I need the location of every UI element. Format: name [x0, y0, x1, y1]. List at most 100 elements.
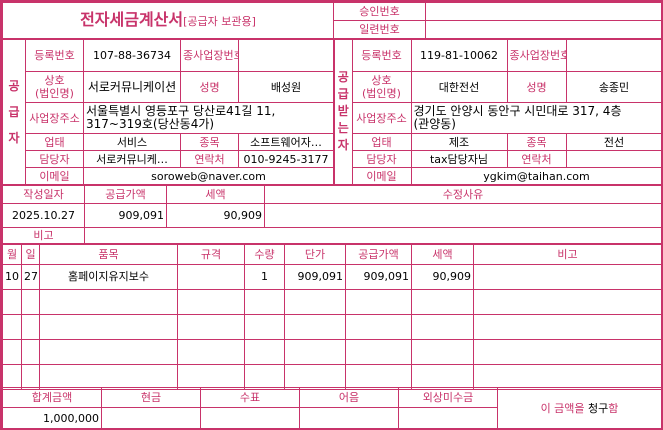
supply-label: 공급가액 [84, 184, 167, 204]
item-cell [284, 338, 346, 365]
receiver-table: 공급받는자 등록번호 119-81-10062 종사업장번호 상호(법인명) 대… [333, 38, 663, 185]
item-cell [284, 363, 346, 390]
item-cell [39, 313, 178, 340]
supplier-biz-item: 소프트웨어자… [238, 133, 334, 151]
item-cell [21, 288, 40, 315]
check-label: 수표 [200, 387, 300, 408]
summary-table: 작성일자 공급가액 세액 수정사유 2025.10.27 909,091 90,… [2, 184, 662, 245]
item-cell [473, 338, 662, 365]
supplier-manager: 서로커뮤니케… [83, 150, 181, 168]
item-cell [345, 363, 412, 390]
credit-label: 외상미수금 [398, 387, 498, 408]
item-header: 수량 [244, 243, 285, 265]
supplier-name: 서로커뮤니케이션 [83, 71, 181, 103]
item-cell: 10 [2, 263, 22, 290]
approval-label: 승인번호 [333, 2, 426, 21]
name-label: 상호(법인명) [25, 71, 84, 103]
receiver-manager: tax담당자님 [410, 150, 508, 168]
cash-label: 현금 [101, 387, 201, 408]
item-header: 단가 [284, 243, 346, 265]
approval-value [425, 2, 662, 21]
item-cell [284, 288, 346, 315]
item-cell [345, 313, 412, 340]
supplier-addr: 서울특별시 영등포구 당산로41길 11, 317~319호(당산동4가) [83, 102, 334, 134]
item-cell [473, 263, 662, 290]
item-cell [2, 338, 22, 365]
receiver-biz-item: 전선 [565, 133, 663, 151]
items-table: 월 일 품목 규격 수량 단가 공급가액 세액 비고 10 27 홈페이지유지보수 1 909,091 9… [2, 243, 662, 390]
item-cell [177, 338, 245, 365]
invoice-title: 전자세금계산서[공급자 보관용] [2, 2, 334, 40]
item-cell [411, 363, 474, 390]
item-cell [39, 288, 178, 315]
item-header: 비고 [473, 243, 662, 265]
item-cell [284, 313, 346, 340]
receiver-addr: 경기도 안양시 동안구 시민대로 317, 4층(관양동) [410, 102, 663, 134]
receiver-side-label: 공급받는자 [333, 38, 353, 185]
footer-table: 합계금액 현금 수표 어음 외상미수금 이 금액을 청구함 1,000,000 [2, 387, 662, 429]
revision-reason [264, 202, 662, 228]
cash-amount [101, 407, 201, 429]
item-row [2, 288, 662, 315]
item-cell [21, 363, 40, 390]
sub-no-label: 종사업장번호 [506, 38, 567, 72]
item-cell: 909,091 [345, 263, 412, 290]
total-label: 합계금액 [2, 387, 102, 408]
item-header: 일 [21, 243, 40, 265]
check-amount [200, 407, 300, 429]
receiver-email: ygkim@taihan.com [410, 167, 663, 185]
item-cell [473, 313, 662, 340]
item-cell [345, 338, 412, 365]
item-cell [473, 363, 662, 390]
item-cell: 90,909 [411, 263, 474, 290]
tax-amount: 90,909 [166, 202, 265, 228]
reg-no-label: 등록번호 [25, 38, 84, 72]
manager-label: 담당자 [25, 150, 84, 168]
supplier-rep: 배성원 [238, 71, 334, 103]
rep-label: 성명 [506, 71, 567, 103]
addr-label: 사업장주소 [25, 102, 84, 134]
supplier-sub-no [238, 38, 334, 72]
supplier-biz-type: 서비스 [83, 133, 181, 151]
item-cell [244, 313, 285, 340]
item-cell [39, 338, 178, 365]
note-bill-label: 어음 [299, 387, 399, 408]
tax-label: 세액 [166, 184, 265, 204]
supplier-contact: 010-9245-3177 [238, 150, 334, 168]
credit-amount [398, 407, 498, 429]
item-cell [2, 313, 22, 340]
email-label: 이메일 [351, 167, 412, 185]
supplier-reg-no: 107-88-36734 [83, 38, 181, 72]
item-cell [411, 338, 474, 365]
receiver-biz-type: 제조 [410, 133, 508, 151]
item-cell [177, 363, 245, 390]
contact-label: 연락처 [506, 150, 567, 168]
item-header: 공급가액 [345, 243, 412, 265]
item-cell [2, 288, 22, 315]
item-cell [411, 313, 474, 340]
item-cell [244, 338, 285, 365]
serial-label: 일련번호 [333, 20, 426, 40]
note-value [84, 226, 662, 245]
email-label: 이메일 [25, 167, 84, 185]
sub-no-label: 종사업장번호 [180, 38, 239, 72]
reg-no-label: 등록번호 [351, 38, 412, 72]
item-row [2, 313, 662, 340]
contact-label: 연락처 [180, 150, 239, 168]
item-cell: 27 [21, 263, 40, 290]
item-cell [411, 288, 474, 315]
item-cell [2, 363, 22, 390]
item-cell: 홈페이지유지보수 [39, 263, 178, 290]
item-cell [177, 263, 245, 290]
biz-item-label: 종목 [180, 133, 239, 151]
receiver-reg-no: 119-81-10062 [410, 38, 508, 72]
item-cell: 1 [244, 263, 285, 290]
note-label: 비고 [2, 226, 85, 245]
item-header: 월 [2, 243, 22, 265]
receiver-contact [565, 150, 663, 168]
receiver-sub-no [565, 38, 663, 72]
item-row: 10 27 홈페이지유지보수 1 909,091 909,091 90,909 [2, 263, 662, 290]
note-bill-amount [299, 407, 399, 429]
title-table: 전자세금계산서[공급자 보관용] 승인번호 일련번호 [2, 2, 662, 40]
